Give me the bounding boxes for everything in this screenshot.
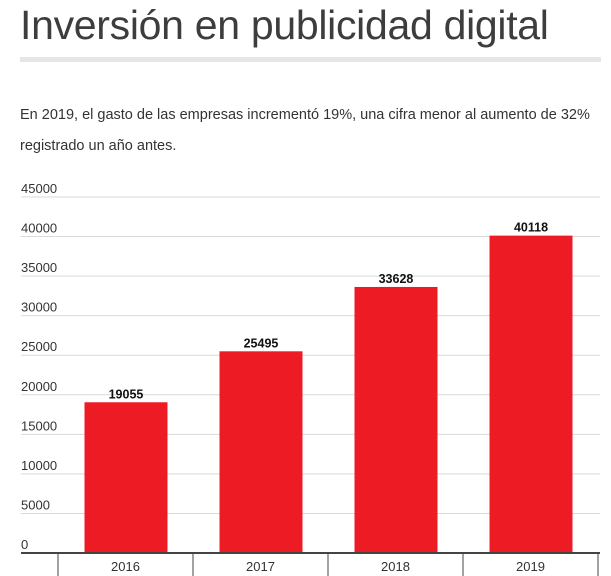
- x-axis: 2016 2017 2018 2019: [21, 552, 600, 576]
- data-label-2018: 33628: [379, 272, 414, 286]
- data-label-2019: 40118: [514, 221, 548, 235]
- bar-2017: [219, 351, 303, 553]
- y-tick-label: 15000: [21, 418, 57, 433]
- y-tick-label: 0: [21, 537, 28, 552]
- y-tick-label: 35000: [21, 260, 57, 275]
- y-tick-label: 40000: [21, 221, 57, 236]
- data-label-2017: 25495: [244, 336, 279, 350]
- y-tick-label: 45000: [21, 181, 57, 196]
- bar-2018: [354, 286, 438, 553]
- y-tick-label: 5000: [21, 497, 50, 512]
- bars: [84, 235, 573, 553]
- data-label-2016: 19055: [109, 387, 144, 401]
- x-tick-label: 2017: [246, 559, 275, 574]
- y-tick-label: 20000: [21, 379, 57, 394]
- x-tick-label: 2018: [381, 559, 410, 574]
- x-tick-label: 2016: [111, 559, 140, 574]
- y-tick-label: 25000: [21, 339, 57, 354]
- chart-title: Inversión en publicidad digital: [20, 2, 549, 48]
- data-labels: 19055 25495 33628 40118: [109, 221, 548, 402]
- bar-2016: [84, 402, 168, 553]
- bar-2019: [489, 235, 573, 553]
- y-tick-label: 10000: [21, 458, 57, 473]
- chart-subtitle: En 2019, el gasto de las empresas increm…: [20, 107, 590, 154]
- title-divider: [20, 57, 601, 62]
- y-axis-ticks: 0 5000 10000 15000 20000 25000 30000 35000 40000…: [21, 181, 57, 552]
- x-tick-label: 2019: [516, 559, 545, 574]
- y-tick-label: 30000: [21, 300, 57, 315]
